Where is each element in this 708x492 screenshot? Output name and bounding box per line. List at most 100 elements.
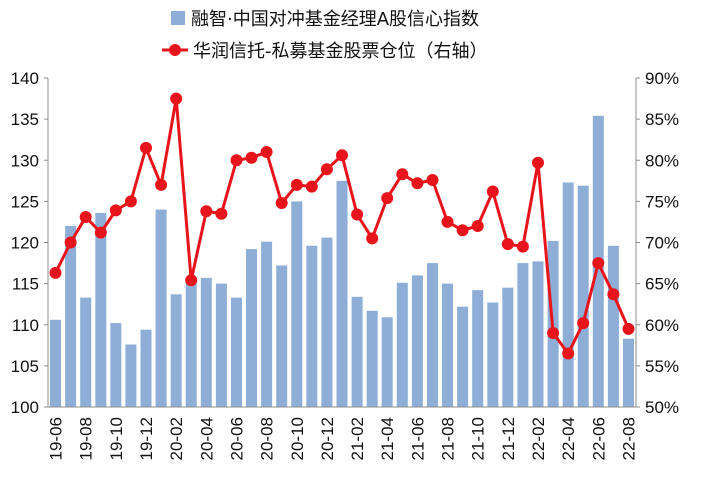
right-tick-label: 50% — [645, 398, 679, 417]
left-tick-label: 110 — [12, 316, 39, 335]
legend-bar-swatch — [171, 11, 185, 25]
bar-21-06 — [411, 275, 423, 407]
bar-20-02 — [170, 294, 182, 407]
point-19-06 — [49, 266, 62, 279]
bar-20-06 — [231, 297, 242, 407]
point-20-06 — [230, 154, 243, 167]
x-tick-label: 20-04 — [197, 417, 216, 460]
right-tick-label: 55% — [645, 357, 679, 376]
bar-21-09 — [457, 306, 469, 407]
point-21-06 — [411, 177, 424, 190]
x-tick-label: 20-08 — [258, 417, 277, 460]
point-20-02 — [170, 92, 183, 105]
bar-22-07 — [607, 245, 619, 407]
point-21-12 — [501, 238, 514, 251]
left-axis-ticks: 100 105 110 115 120 125 130 135 140 — [11, 69, 48, 417]
bar-19-07 — [65, 226, 77, 407]
point-21-09 — [456, 224, 469, 237]
x-tick-label: 20-02 — [167, 417, 186, 460]
point-21-04 — [381, 192, 394, 205]
point-22-06 — [592, 257, 605, 270]
right-tick-label: 70% — [645, 234, 679, 253]
left-tick-label: 120 — [11, 234, 39, 253]
x-tick-label: 21-02 — [348, 417, 367, 460]
point-19-12 — [140, 141, 152, 154]
point-19-07 — [64, 236, 77, 249]
bar-20-11 — [306, 245, 318, 407]
x-tick-label: 19-08 — [77, 417, 96, 460]
point-21-02 — [351, 208, 364, 221]
point-19-09 — [94, 226, 107, 239]
bar-22-02 — [532, 261, 544, 407]
point-20-11 — [305, 180, 318, 193]
point-22-02 — [532, 156, 544, 169]
left-tick-label: 115 — [12, 275, 39, 294]
bar-21-01 — [336, 180, 348, 407]
bar-19-06 — [50, 319, 61, 407]
bar-20-09 — [276, 265, 288, 407]
legend: 融智·中国对冲基金经理A股信心指数 华润信托-私募基金股票仓位（右轴） — [162, 9, 488, 62]
right-tick-label: 85% — [645, 110, 679, 129]
x-tick-label: 20-10 — [288, 417, 307, 460]
x-tick-label: 21-08 — [439, 417, 458, 460]
point-22-05 — [577, 317, 590, 330]
point-20-07 — [245, 151, 258, 164]
x-tick-label: 19-12 — [137, 417, 156, 460]
x-tick-label: 22-06 — [589, 417, 608, 460]
point-22-01 — [516, 240, 529, 253]
bar-20-10 — [291, 201, 303, 407]
legend-line-label: 华润信托-私募基金股票仓位（右轴） — [193, 41, 488, 62]
bar-19-08 — [80, 297, 92, 407]
bar-19-11 — [125, 344, 137, 407]
right-tick-label: 65% — [645, 275, 679, 294]
point-22-04 — [562, 347, 575, 360]
point-20-08 — [260, 146, 273, 158]
point-21-11 — [486, 185, 499, 198]
point-20-04 — [200, 205, 213, 218]
point-19-11 — [124, 195, 137, 208]
x-tick-label: 22-04 — [559, 417, 578, 460]
bar-19-09 — [95, 212, 107, 407]
bar-22-04 — [562, 182, 574, 407]
point-20-03 — [185, 274, 198, 287]
x-tick-label: 20-06 — [228, 417, 247, 460]
point-21-10 — [471, 220, 484, 232]
bar-21-02 — [351, 296, 363, 407]
point-21-01 — [336, 149, 348, 162]
bar-20-12 — [321, 237, 333, 407]
right-tick-label: 75% — [645, 192, 679, 211]
right-tick-label: 60% — [645, 316, 679, 335]
bar-21-04 — [381, 317, 393, 407]
right-tick-label: 90% — [645, 69, 679, 88]
point-19-10 — [109, 204, 122, 217]
line-series — [49, 92, 635, 360]
x-tick-label: 21-04 — [378, 417, 397, 460]
point-21-08 — [441, 215, 454, 228]
point-22-08 — [622, 322, 635, 335]
left-tick-label: 105 — [11, 357, 39, 376]
x-tick-label: 20-12 — [318, 417, 337, 460]
left-tick-label: 135 — [11, 110, 39, 129]
left-tick-label: 125 — [11, 192, 39, 211]
x-tick-label: 21-06 — [408, 417, 427, 460]
point-20-12 — [320, 163, 333, 176]
point-21-07 — [426, 174, 439, 186]
left-tick-label: 100 — [11, 398, 39, 417]
x-tick-label: 19-10 — [107, 417, 126, 460]
point-21-05 — [396, 168, 409, 181]
point-20-10 — [290, 178, 303, 191]
point-19-08 — [79, 211, 92, 223]
x-tick-label: 22-08 — [620, 417, 639, 460]
bar-20-07 — [246, 249, 257, 407]
bar-22-05 — [577, 185, 589, 407]
right-axis-ticks: 50% 55% 60% 65% 70% 75% 80% 85% 90% — [636, 69, 679, 417]
point-20-05 — [215, 207, 228, 220]
x-tick-label: 21-10 — [469, 417, 488, 460]
point-20-09 — [275, 197, 288, 209]
bar-22-01 — [517, 263, 529, 407]
legend-line-marker — [169, 44, 181, 56]
bar-21-11 — [487, 302, 499, 407]
bar-20-08 — [261, 241, 273, 407]
left-tick-label: 130 — [11, 151, 39, 170]
